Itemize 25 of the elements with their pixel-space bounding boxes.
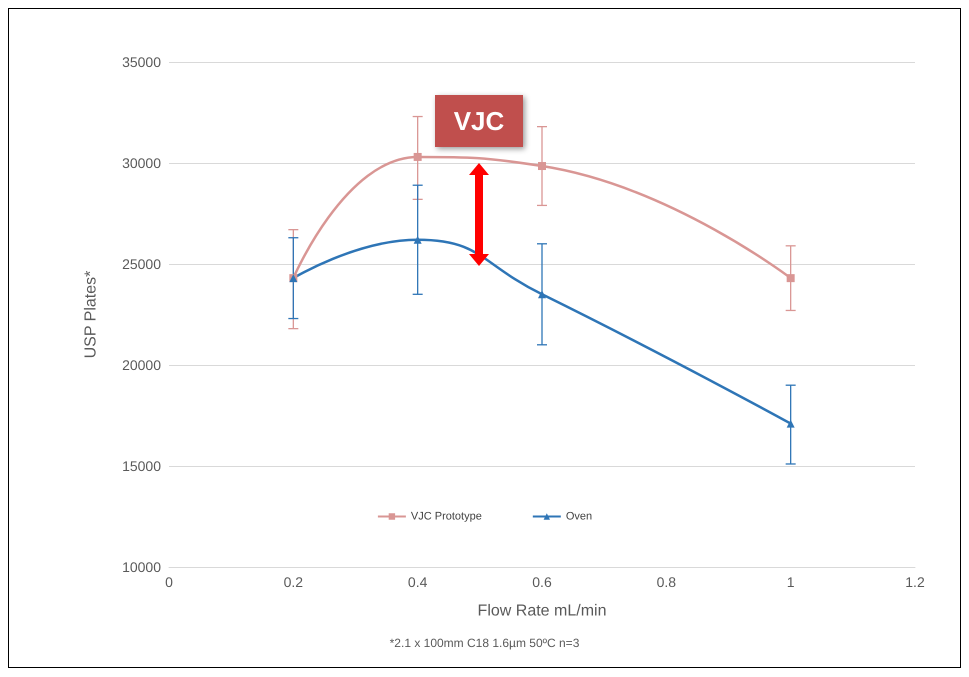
y-tick-label: 35000 (122, 54, 162, 70)
text: *2.1 x 100mm C18 1.6µm 50ºC n=3 (390, 636, 580, 650)
point (414, 152, 422, 161)
point (538, 290, 546, 298)
y-axis-title: USP Plates* (82, 270, 100, 358)
point (538, 162, 546, 170)
x-tick-label: 1.2 (905, 574, 925, 590)
x-tick-label: 0.8 (656, 574, 676, 590)
point (414, 236, 422, 244)
y-tick-label: 15000 (122, 458, 162, 474)
x-tick-label: 0.4 (408, 574, 428, 590)
point (786, 274, 795, 282)
x-axis-title: Flow Rate mL/min (478, 602, 606, 620)
x-tick-label: 0.2 (284, 574, 304, 590)
y-tick-label: 20000 (122, 357, 162, 373)
y-tick-label: 10000 (122, 559, 162, 575)
y-tick-label: 25000 (122, 256, 162, 272)
x-tick-label: 0 (165, 574, 174, 590)
legend-label: Oven (566, 510, 592, 522)
annotation: VJC (454, 106, 505, 136)
legend-label: VJC Prototype (410, 510, 482, 522)
x-tick-label: 0.6 (532, 574, 552, 590)
x-tick-label: 1 (786, 574, 795, 590)
point (786, 420, 795, 428)
y-tick-label: 30000 (122, 155, 162, 171)
